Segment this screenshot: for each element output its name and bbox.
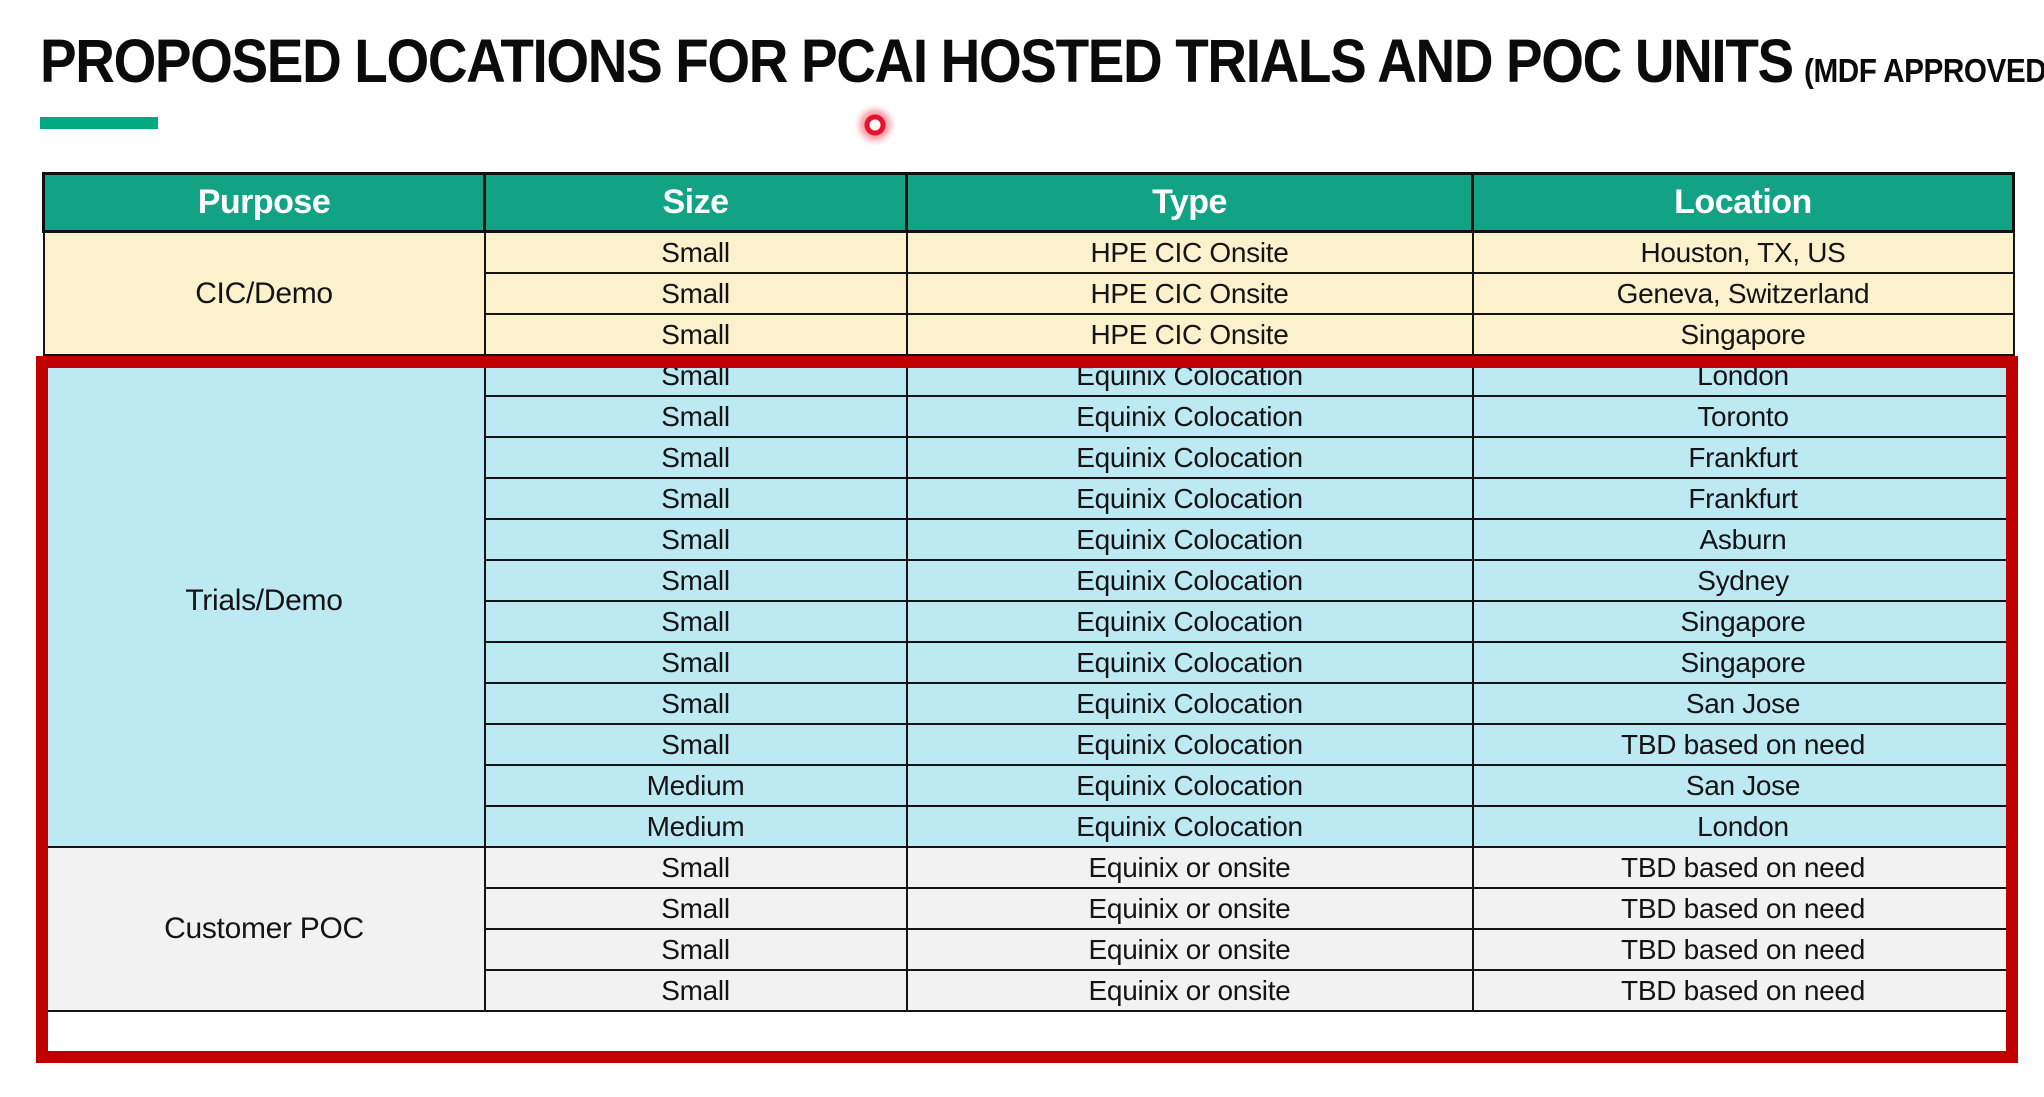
size-cell: Small (483, 395, 908, 438)
purpose-cell: CIC/Demo (42, 230, 486, 356)
type-cell: Equinix Colocation (905, 436, 1474, 479)
location-cell: Singapore (1471, 313, 2015, 356)
col-header-purpose: Purpose (42, 172, 486, 233)
table-row: CIC/Demo Small HPE CIC Onsite Houston, T… (42, 230, 2015, 356)
type-cell: Equinix Colocation (905, 354, 1474, 397)
title-text: PROPOSED LOCATIONS FOR PCAI HOSTED TRIAL… (40, 27, 1794, 95)
location-cell: Geneva, Switzerland (1471, 272, 2015, 315)
location-cell: San Jose (1471, 682, 2015, 725)
table-row: Medium Equinix Colocation San Jose (44, 764, 2015, 807)
col-header-location: Location (1471, 172, 2015, 233)
section-trials-demo: Trials/Demo Small Equinix Colocation Lon… (42, 354, 2015, 848)
type-cell: Equinix Colocation (905, 805, 1474, 848)
table-row: Small Equinix Colocation Singapore (44, 641, 2015, 684)
type-cell: Equinix Colocation (905, 682, 1474, 725)
size-cell: Small (483, 313, 908, 356)
table-row: Small Equinix Colocation Frankfurt (44, 436, 2015, 479)
table-row: Small Equinix Colocation San Jose (44, 682, 2015, 725)
location-cell: San Jose (1471, 764, 2015, 807)
type-cell: Equinix or onsite (905, 969, 1474, 1012)
table-row: Small HPE CIC Onsite Singapore (44, 313, 2015, 356)
section-customer-poc: Customer POC Small Equinix or onsite TBD… (42, 846, 2015, 1012)
table-row: Customer POC Small Equinix or onsite TBD… (42, 846, 2015, 1012)
table-row: Small Equinix or onsite TBD based on nee… (44, 887, 2015, 930)
table-row: Small Equinix Colocation Singapore (44, 600, 2015, 643)
location-cell: London (1471, 354, 2015, 397)
table-row: Medium Equinix Colocation London (44, 805, 2015, 848)
location-cell: Sydney (1471, 559, 2015, 602)
title-suffix-text: (MDF APPROVED) (1804, 52, 2044, 89)
type-cell: Equinix Colocation (905, 764, 1474, 807)
size-cell: Small (483, 846, 908, 889)
size-cell: Medium (483, 764, 908, 807)
location-cell: TBD based on need (1471, 969, 2015, 1012)
location-cell: London (1471, 805, 2015, 848)
table-row: Trials/Demo Small Equinix Colocation Lon… (42, 354, 2015, 848)
location-cell: Asburn (1471, 518, 2015, 561)
type-cell: Equinix or onsite (905, 928, 1474, 971)
location-cell: Houston, TX, US (1471, 230, 2015, 274)
location-cell: TBD based on need (1471, 887, 2015, 930)
locations-table: Purpose Size Type Location CIC/Demo Smal… (42, 172, 2015, 1012)
title-accent-bar (40, 117, 158, 129)
table-row: Small Equinix Colocation Asburn (44, 518, 2015, 561)
size-cell: Small (483, 969, 908, 1012)
location-cell: Frankfurt (1471, 436, 2015, 479)
purpose-cell: Customer POC (42, 846, 486, 1012)
size-cell: Small (483, 230, 908, 274)
size-cell: Medium (483, 805, 908, 848)
table-row: Small Equinix Colocation Frankfurt (44, 477, 2015, 520)
location-cell: Singapore (1471, 641, 2015, 684)
table-row: Small HPE CIC Onsite Geneva, Switzerland (44, 272, 2015, 315)
type-cell: Equinix Colocation (905, 477, 1474, 520)
size-cell: Small (483, 723, 908, 766)
size-cell: Small (483, 641, 908, 684)
location-cell: TBD based on need (1471, 723, 2015, 766)
table-header-row: Purpose Size Type Location (42, 172, 2015, 233)
type-cell: HPE CIC Onsite (905, 272, 1474, 315)
type-cell: Equinix Colocation (905, 395, 1474, 438)
purpose-cell: Trials/Demo (42, 354, 486, 848)
type-cell: Equinix Colocation (905, 600, 1474, 643)
type-cell: HPE CIC Onsite (905, 313, 1474, 356)
type-cell: Equinix Colocation (905, 559, 1474, 602)
table-row: Small Equinix or onsite TBD based on nee… (44, 969, 2015, 1012)
col-header-type: Type (905, 172, 1474, 233)
size-cell: Small (483, 436, 908, 479)
type-cell: Equinix Colocation (905, 518, 1474, 561)
type-cell: Equinix Colocation (905, 723, 1474, 766)
size-cell: Small (483, 477, 908, 520)
size-cell: Small (483, 600, 908, 643)
size-cell: Small (483, 928, 908, 971)
size-cell: Small (483, 518, 908, 561)
table-row: Small Equinix Colocation Sydney (44, 559, 2015, 602)
location-cell: Toronto (1471, 395, 2015, 438)
location-cell: TBD based on need (1471, 928, 2015, 971)
table-row: Small Equinix Colocation TBD based on ne… (44, 723, 2015, 766)
size-cell: Small (483, 887, 908, 930)
location-cell: TBD based on need (1471, 846, 2015, 889)
table-row: Small Equinix or onsite TBD based on nee… (44, 928, 2015, 971)
page-title: PROPOSED LOCATIONS FOR PCAI HOSTED TRIAL… (40, 26, 2044, 96)
location-cell: Frankfurt (1471, 477, 2015, 520)
type-cell: Equinix or onsite (905, 846, 1474, 889)
laser-pointer-icon (853, 103, 897, 147)
type-cell: Equinix or onsite (905, 887, 1474, 930)
table-row: Small Equinix Colocation Toronto (44, 395, 2015, 438)
type-cell: HPE CIC Onsite (905, 230, 1474, 274)
type-cell: Equinix Colocation (905, 641, 1474, 684)
size-cell: Small (483, 272, 908, 315)
location-cell: Singapore (1471, 600, 2015, 643)
col-header-size: Size (483, 172, 908, 233)
size-cell: Small (483, 682, 908, 725)
size-cell: Small (483, 354, 908, 397)
size-cell: Small (483, 559, 908, 602)
section-cic-demo: CIC/Demo Small HPE CIC Onsite Houston, T… (42, 230, 2015, 356)
